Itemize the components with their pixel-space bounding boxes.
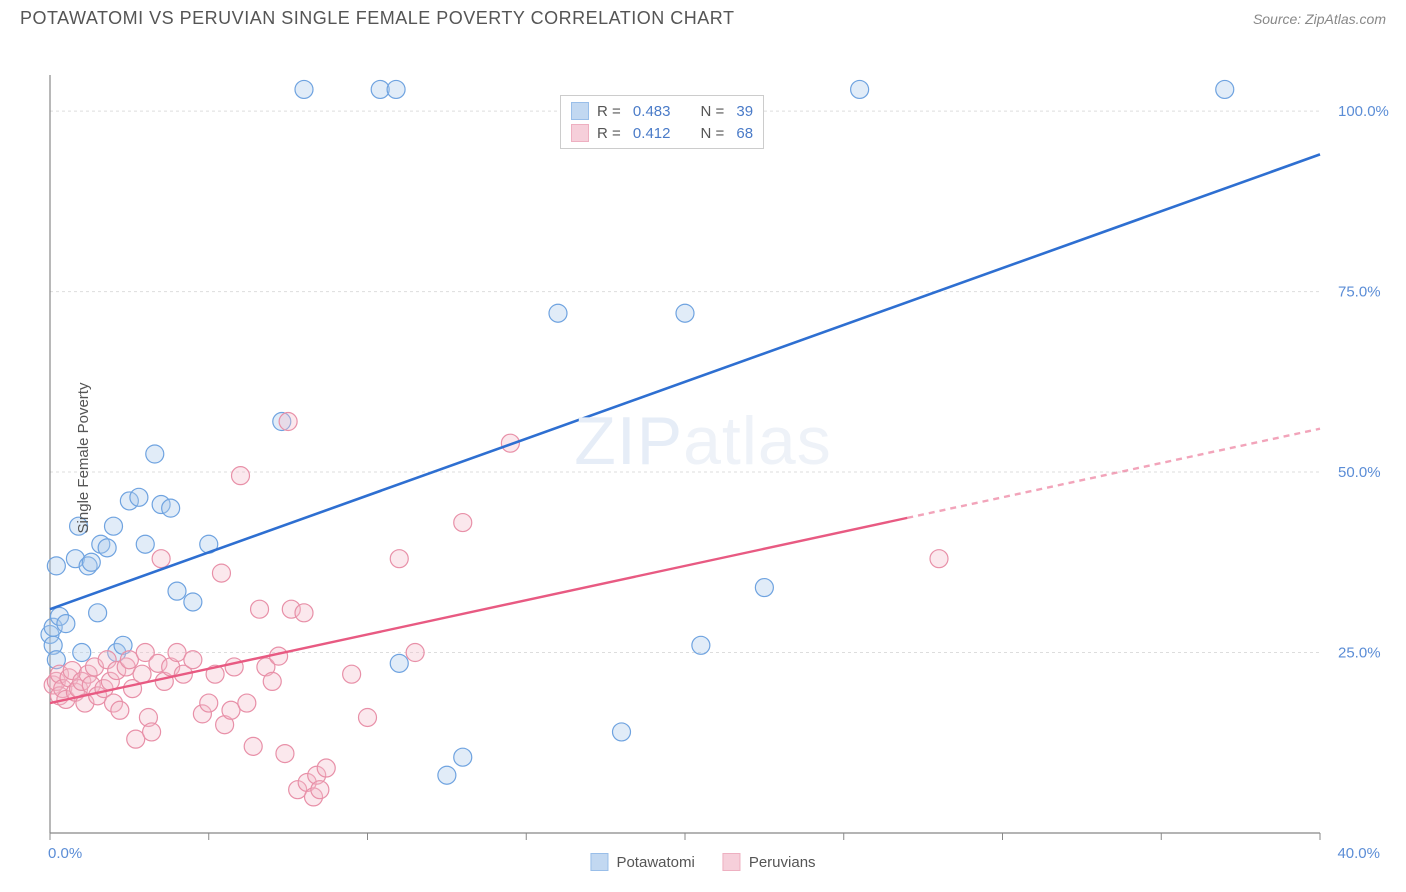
series-swatch [571, 124, 589, 142]
stats-row: R = 0.483 N = 39 [571, 100, 753, 122]
r-value: 0.483 [629, 103, 671, 120]
r-value: 0.412 [629, 125, 671, 142]
data-point [47, 557, 65, 575]
data-point [127, 730, 145, 748]
r-label: R = [597, 103, 621, 120]
chart-title: POTAWATOMI VS PERUVIAN SINGLE FEMALE POV… [20, 8, 734, 29]
trend-line [50, 518, 907, 703]
data-point [57, 615, 75, 633]
data-point [82, 553, 100, 571]
series-swatch [571, 102, 589, 120]
trend-line [50, 154, 1320, 609]
n-label: N = [700, 103, 724, 120]
data-point [225, 658, 243, 676]
data-point [406, 644, 424, 662]
data-point [133, 665, 151, 683]
data-point [168, 644, 186, 662]
data-point [143, 723, 161, 741]
y-axis-label: Single Female Poverty [75, 383, 92, 534]
legend-item: Potawatomi [590, 853, 694, 871]
trend-line-dashed [907, 429, 1320, 518]
data-point [549, 304, 567, 322]
data-point [387, 80, 405, 98]
data-point [851, 80, 869, 98]
data-point [73, 644, 91, 662]
stats-legend: R = 0.483 N = 39 R = 0.412 N = 68 [560, 95, 764, 149]
data-point [390, 654, 408, 672]
data-point [930, 550, 948, 568]
data-point [295, 604, 313, 622]
data-point [184, 593, 202, 611]
data-point [212, 564, 230, 582]
data-point [232, 467, 250, 485]
y-tick-label: 75.0% [1338, 284, 1381, 301]
x-tick-label: 0.0% [48, 845, 82, 862]
data-point [251, 600, 269, 618]
data-point [311, 781, 329, 799]
data-point [295, 80, 313, 98]
data-point [438, 766, 456, 784]
data-point [359, 708, 377, 726]
source-attribution: Source: ZipAtlas.com [1253, 11, 1386, 27]
data-point [692, 636, 710, 654]
data-point [120, 651, 138, 669]
legend-label: Potawatomi [616, 854, 694, 871]
data-point [263, 672, 281, 690]
data-point [168, 582, 186, 600]
data-point [244, 737, 262, 755]
chart-container: Single Female Poverty ZIPatlas 25.0%50.0… [0, 33, 1406, 883]
stats-row: R = 0.412 N = 68 [571, 122, 753, 144]
y-tick-label: 100.0% [1338, 103, 1389, 120]
x-tick-label: 40.0% [1337, 845, 1380, 862]
data-point [343, 665, 361, 683]
y-tick-label: 50.0% [1338, 464, 1381, 481]
data-point [317, 759, 335, 777]
data-point [613, 723, 631, 741]
y-tick-label: 25.0% [1338, 645, 1381, 662]
data-point [130, 488, 148, 506]
data-point [111, 701, 129, 719]
n-value: 68 [732, 125, 753, 142]
data-point [276, 745, 294, 763]
scatter-chart: 25.0% 50.0% 75.0% 100.0% 0.0% 40.0% [0, 33, 1406, 883]
data-point [200, 694, 218, 712]
series-swatch [590, 853, 608, 871]
r-label: R = [597, 125, 621, 142]
data-point [279, 413, 297, 431]
data-point [454, 748, 472, 766]
source-prefix: Source: [1253, 11, 1305, 27]
data-point [105, 517, 123, 535]
source-name: ZipAtlas.com [1305, 11, 1386, 27]
data-point [136, 535, 154, 553]
data-point [89, 604, 107, 622]
series-legend: Potawatomi Peruvians [590, 853, 815, 871]
data-point [146, 445, 164, 463]
data-point [676, 304, 694, 322]
data-point [98, 539, 116, 557]
data-point [755, 579, 773, 597]
data-point [222, 701, 240, 719]
data-point [162, 499, 180, 517]
chart-header: POTAWATOMI VS PERUVIAN SINGLE FEMALE POV… [0, 0, 1406, 33]
data-point [454, 514, 472, 532]
data-point [184, 651, 202, 669]
data-point [152, 550, 170, 568]
legend-item: Peruvians [723, 853, 816, 871]
series-swatch [723, 853, 741, 871]
n-label: N = [700, 125, 724, 142]
data-point [238, 694, 256, 712]
data-point [1216, 80, 1234, 98]
legend-label: Peruvians [749, 854, 816, 871]
n-value: 39 [732, 103, 753, 120]
data-point [390, 550, 408, 568]
